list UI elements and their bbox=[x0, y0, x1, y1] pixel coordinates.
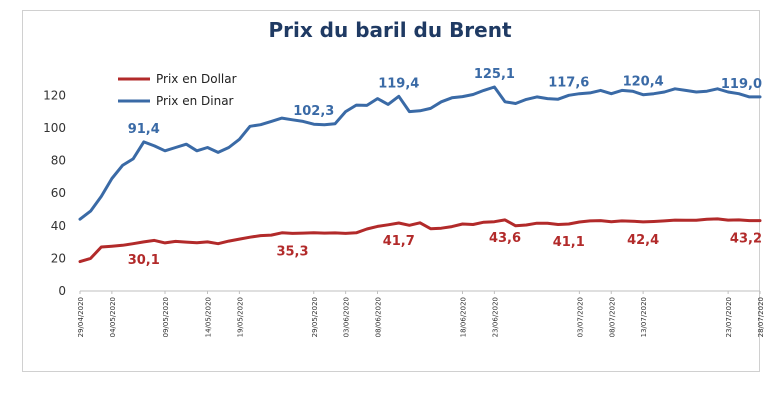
x-tick-label: 28/07/2020 bbox=[757, 297, 765, 337]
data-label: 120,4 bbox=[623, 75, 664, 90]
x-tick-label: 04/05/2020 bbox=[109, 297, 117, 337]
data-label: 119,0 bbox=[721, 77, 762, 92]
x-tick-label: 29/04/2020 bbox=[77, 297, 85, 337]
data-label: 91,4 bbox=[128, 122, 160, 137]
y-tick-label: 40 bbox=[51, 219, 66, 233]
x-tick-label: 19/05/2020 bbox=[236, 297, 244, 337]
y-tick-label: 60 bbox=[51, 186, 66, 200]
x-tick-label: 23/07/2020 bbox=[725, 297, 733, 337]
axes: 0 20 40 60 80 100 120 29/04/2020 04/05/2020 09/05… bbox=[43, 88, 765, 337]
y-tick-label: 80 bbox=[51, 154, 66, 168]
y-tick-label: 20 bbox=[51, 251, 66, 265]
legend: Prix en Dollar Prix en Dinar bbox=[118, 72, 237, 108]
y-tick-label: 120 bbox=[43, 88, 66, 102]
data-label: 102,3 bbox=[293, 104, 334, 119]
x-tick-label: 14/05/2020 bbox=[205, 297, 213, 337]
legend-label-dinar: Prix en Dinar bbox=[156, 94, 234, 108]
chart-frame bbox=[22, 10, 760, 372]
x-tick-label: 18/06/2020 bbox=[460, 297, 468, 337]
y-tick-label: 0 bbox=[58, 284, 66, 298]
data-label: 30,1 bbox=[128, 253, 160, 268]
data-label: 41,1 bbox=[553, 235, 585, 250]
x-tick-label: 09/05/2020 bbox=[162, 297, 170, 337]
data-label: 117,6 bbox=[548, 75, 589, 90]
chart-title: Prix du baril du Brent bbox=[268, 18, 512, 42]
series-line-dinar bbox=[78, 85, 762, 221]
x-tick-label: 23/06/2020 bbox=[491, 297, 499, 337]
x-tick-label: 13/07/2020 bbox=[640, 297, 648, 337]
x-tick-label: 03/06/2020 bbox=[343, 297, 351, 337]
x-tick-label: 29/05/2020 bbox=[311, 297, 319, 337]
data-label: 35,3 bbox=[276, 244, 308, 259]
series-layer bbox=[78, 85, 762, 264]
series-line-dollar bbox=[78, 217, 762, 264]
data-label: 119,4 bbox=[378, 76, 419, 91]
y-tick-label: 100 bbox=[43, 121, 66, 135]
data-label: 125,1 bbox=[474, 67, 515, 82]
data-label: 43,2 bbox=[730, 232, 762, 247]
data-label: 43,6 bbox=[489, 231, 521, 246]
x-tick-label: 03/07/2020 bbox=[576, 297, 584, 337]
legend-label-dollar: Prix en Dollar bbox=[156, 72, 237, 86]
data-label: 41,7 bbox=[383, 234, 415, 249]
x-tick-label: 08/07/2020 bbox=[608, 297, 616, 337]
data-label: 42,4 bbox=[627, 233, 659, 248]
annotations: 30,1 35,3 41,7 43,6 41,1 42,4 43,2 91,4 102,3 119… bbox=[128, 67, 762, 268]
x-tick-label: 08/06/2020 bbox=[375, 297, 383, 337]
